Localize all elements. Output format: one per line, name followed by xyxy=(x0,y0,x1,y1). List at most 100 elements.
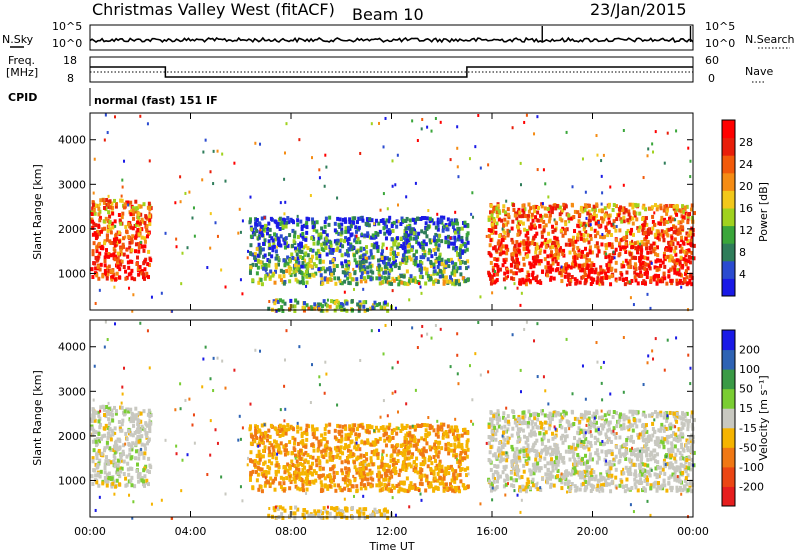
power-speckle xyxy=(192,206,195,210)
power-cell xyxy=(366,265,370,270)
power-cell xyxy=(667,254,671,259)
power-speckle xyxy=(663,161,666,165)
power-cell xyxy=(656,235,660,240)
power-cell xyxy=(582,233,586,238)
velocity-cell xyxy=(355,484,359,489)
power-cell xyxy=(362,264,366,269)
power-cell xyxy=(590,261,594,266)
power-cell xyxy=(363,308,367,313)
power-cell xyxy=(488,243,492,248)
power-cell xyxy=(591,280,595,285)
velocity-cell xyxy=(371,440,375,445)
power-cell xyxy=(369,264,373,269)
power-cell xyxy=(463,220,467,225)
power-speckle xyxy=(209,246,212,250)
power-cell xyxy=(288,307,292,312)
velocity-cell xyxy=(500,425,504,430)
power-cell xyxy=(676,204,680,209)
power-cell xyxy=(681,215,685,220)
velocity-cell xyxy=(291,462,295,467)
power-cell xyxy=(294,268,298,273)
power-cell xyxy=(604,275,608,280)
velocity-cell xyxy=(399,443,403,448)
power-cell xyxy=(506,207,510,212)
velocity-cell xyxy=(455,428,459,433)
power-cell xyxy=(111,205,115,210)
power-cell xyxy=(293,304,297,309)
power-cell xyxy=(442,269,446,274)
velocity-cell xyxy=(432,428,436,433)
velocity-cell xyxy=(284,431,288,436)
power-cell xyxy=(622,235,626,240)
velocity-cell xyxy=(304,471,308,476)
power-speckle xyxy=(283,151,286,155)
velocity-cell xyxy=(348,481,352,486)
power-cell xyxy=(645,270,649,275)
velocity-cell xyxy=(98,425,102,430)
power-cell xyxy=(571,247,575,252)
velocity-cell xyxy=(120,422,124,427)
power-cell xyxy=(397,282,401,287)
power-cell xyxy=(391,276,395,281)
power-cell xyxy=(438,252,442,257)
power-cell xyxy=(376,248,380,253)
power-cell xyxy=(105,276,109,281)
power-cell xyxy=(636,240,640,245)
power-cell xyxy=(423,253,427,258)
power-cell xyxy=(667,269,671,274)
power-cell xyxy=(254,219,258,224)
power-cell xyxy=(563,227,567,232)
velocity-cell xyxy=(465,443,469,448)
velocity-cell xyxy=(526,421,530,426)
power-cell xyxy=(574,262,578,267)
power-cell xyxy=(359,264,363,269)
velocity-cell xyxy=(130,416,134,421)
power-cell xyxy=(383,300,387,305)
power-cell xyxy=(515,263,519,268)
power-cell xyxy=(116,264,120,269)
velocity-cell xyxy=(309,454,313,459)
velocity-cell xyxy=(131,433,135,438)
power-cell xyxy=(533,209,537,214)
velocity-cell xyxy=(249,458,253,463)
velocity-cell xyxy=(105,440,109,445)
velocity-cell xyxy=(391,428,395,433)
power-cell xyxy=(399,221,403,226)
velocity-cell xyxy=(405,465,409,470)
power-cell xyxy=(407,233,411,238)
power-cell xyxy=(347,280,351,285)
power-cell xyxy=(429,240,433,245)
velocity-cell xyxy=(551,464,555,469)
power-cell xyxy=(503,271,507,276)
power-cell xyxy=(573,250,577,255)
power-cell xyxy=(552,276,556,281)
power-cell xyxy=(251,252,255,257)
velocity-cell xyxy=(422,448,426,453)
power-cell xyxy=(452,246,456,251)
velocity-cell xyxy=(415,456,419,461)
power-cell xyxy=(450,218,454,223)
power-cell xyxy=(138,227,142,232)
power-cell xyxy=(542,219,546,224)
velocity-cell xyxy=(416,423,420,428)
velocity-cell xyxy=(275,463,279,468)
velocity-cell xyxy=(262,461,266,466)
power-cell xyxy=(420,275,424,280)
power-cell xyxy=(534,250,538,255)
power-cell xyxy=(599,270,603,275)
power-cell xyxy=(564,266,568,271)
power-cell xyxy=(380,249,384,254)
velocity-cell xyxy=(302,452,306,457)
velocity-cell xyxy=(681,432,685,437)
power-cell xyxy=(446,258,450,263)
power-cell xyxy=(413,276,417,281)
power-cell xyxy=(451,269,455,274)
velocity-cell xyxy=(576,443,580,448)
velocity-cell xyxy=(321,466,325,471)
power-speckle xyxy=(615,224,618,228)
power-cell xyxy=(532,236,536,241)
velocity-cell xyxy=(92,428,96,433)
velocity-cell xyxy=(424,488,428,493)
power-cell xyxy=(621,245,625,250)
velocity-cell xyxy=(585,469,589,474)
